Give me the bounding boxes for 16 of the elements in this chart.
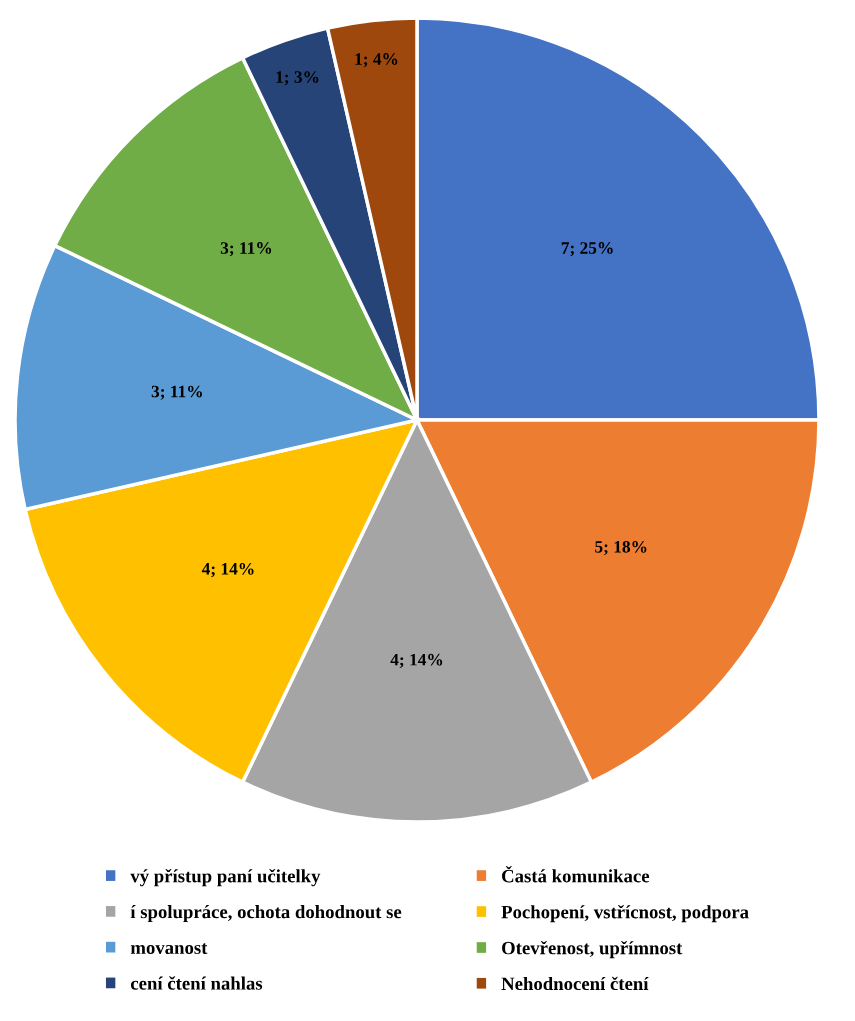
data-label: 3; 11%	[151, 385, 202, 400]
data-label: 4; 14%	[390, 653, 443, 669]
legend-label: í spolupráce, ochota dohodnout se	[130, 905, 402, 923]
legend-label: movanost	[130, 943, 208, 954]
data-label: 7; 25%	[561, 242, 613, 257]
legend-label: Nehodnocení čtení	[501, 976, 649, 991]
legend-label: vý přístup paní učitelky	[130, 869, 321, 887]
data-label: 4; 14%	[201, 563, 254, 578]
data-label: 1; 4%	[355, 53, 398, 68]
legend-label: Častá komunikace	[502, 866, 650, 883]
data-label: 1; 3%	[276, 71, 319, 86]
data-label: 5; 18%	[595, 540, 647, 556]
legend-label: Otevřenost, upřímnost	[502, 940, 683, 959]
data-label: 3; 11%	[220, 242, 272, 257]
legend-label: Pochopení, vstřícnost, podpora	[501, 904, 749, 923]
legend-label: cení čtení nahlas	[130, 976, 263, 990]
